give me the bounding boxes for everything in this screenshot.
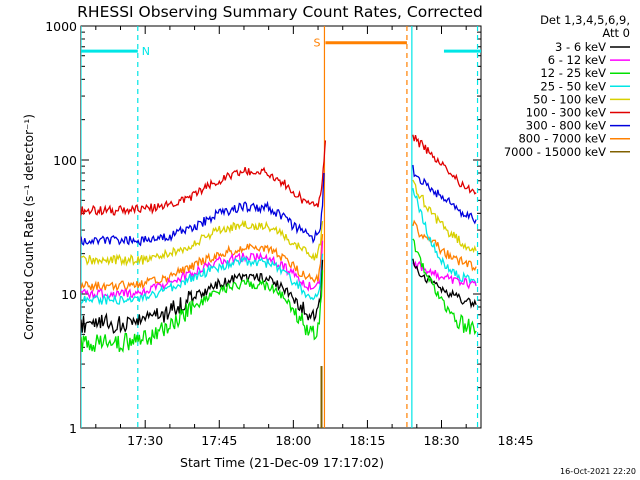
plot-area: 1 10 100 1000 17:30 17:45 18:00 18:15 18:30 18:45… xyxy=(45,19,630,448)
y-tick-label: 1000 xyxy=(45,19,77,34)
series-group xyxy=(81,26,481,428)
legend-header-2: Att 0 xyxy=(602,26,630,40)
legend-label: 25 - 50 keV xyxy=(540,79,606,93)
series-line xyxy=(412,258,477,309)
y-tick-label: 1 xyxy=(69,421,77,436)
legend-label: 12 - 25 keV xyxy=(540,66,606,80)
series-line xyxy=(81,234,324,292)
legend-header-1: Det 1,3,4,5,6,9, xyxy=(540,13,630,27)
y-axis-label: Corrected Count Rate (s⁻¹ detector⁻¹) xyxy=(22,114,36,340)
legend-label: 800 - 7000 keV xyxy=(518,132,606,146)
footer-timestamp: 16-Oct-2021 22:20 xyxy=(560,467,636,476)
series-line xyxy=(412,187,477,284)
flag-label: N xyxy=(142,45,150,58)
legend-label: 100 - 300 keV xyxy=(526,106,606,120)
x-tick-label: 17:30 xyxy=(127,433,163,448)
legend-label: 50 - 100 keV xyxy=(533,92,606,106)
y-tick-label: 10 xyxy=(61,287,77,302)
x-tick-label: 18:30 xyxy=(423,433,459,448)
series-line xyxy=(81,219,324,267)
x-tick-label: 18:15 xyxy=(349,433,385,448)
legend-label: 6 - 12 keV xyxy=(548,53,606,67)
chart-title: RHESSI Observing Summary Count Rates, Co… xyxy=(77,3,483,21)
series-line xyxy=(412,219,477,272)
x-tick-label: 18:45 xyxy=(498,433,534,448)
series-line xyxy=(81,259,324,334)
series-line xyxy=(81,172,325,247)
y-tick-label: 100 xyxy=(53,153,77,168)
legend-label: 300 - 800 keV xyxy=(526,119,606,133)
series-line xyxy=(81,140,327,216)
series-line xyxy=(412,238,477,336)
series-line xyxy=(412,134,477,195)
legend-label: 3 - 6 keV xyxy=(555,40,606,54)
x-axis-label: Start Time (21-Dec-09 17:17:02) xyxy=(180,455,384,470)
flag-label: S xyxy=(313,37,320,50)
x-tick-label: 17:45 xyxy=(201,433,237,448)
series-line xyxy=(412,164,477,225)
series-line xyxy=(81,270,324,354)
series-line xyxy=(81,240,324,301)
series-line xyxy=(412,179,477,254)
x-tick-label: 18:00 xyxy=(275,433,311,448)
legend-label: 7000 - 15000 keV xyxy=(504,145,606,159)
series-line xyxy=(81,253,324,306)
